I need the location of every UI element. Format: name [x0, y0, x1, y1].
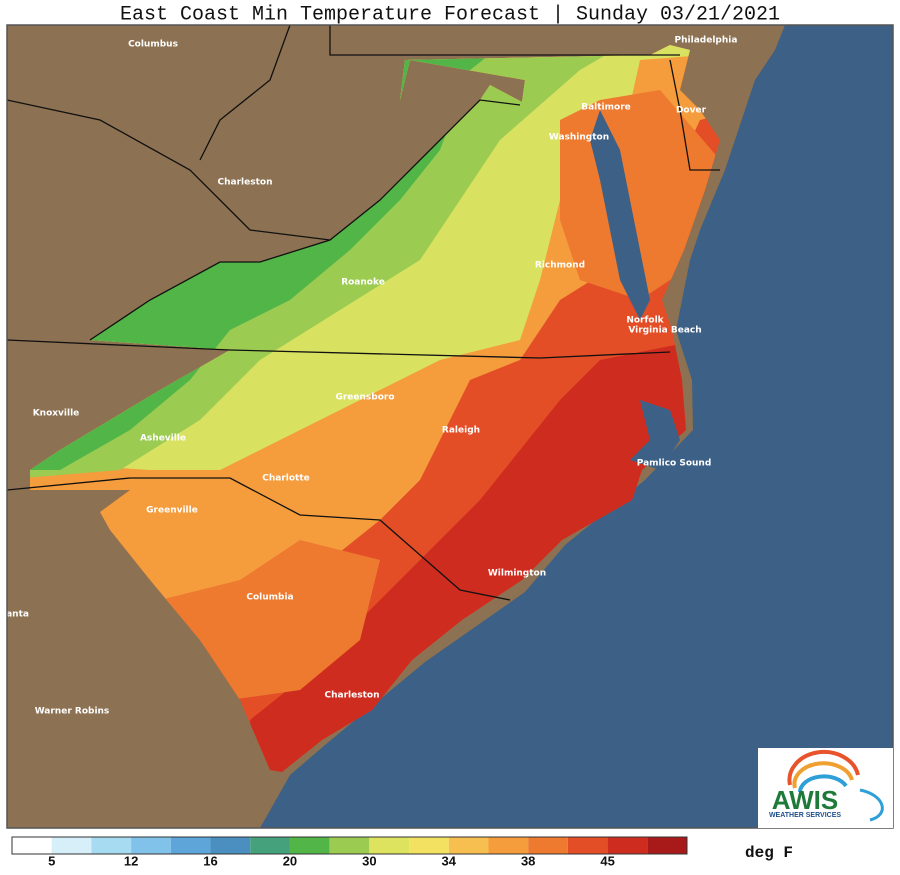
city-label: Greenville	[146, 506, 198, 516]
logo-cloud	[859, 788, 884, 822]
logo-name: AWIS	[772, 785, 838, 815]
legend-swatch	[289, 837, 330, 854]
city-label: Columbia	[246, 593, 293, 603]
legend-swatch	[91, 837, 132, 854]
legend-swatch	[250, 837, 290, 854]
logo-arc	[787, 749, 860, 786]
city-label: Columbus	[128, 40, 178, 50]
city-label: Charlotte	[262, 474, 310, 484]
legend-swatch	[210, 837, 251, 854]
map-title: East Coast Min Temperature Forecast | Su…	[120, 3, 780, 26]
city-label: Pamlico Sound	[637, 459, 712, 469]
city-label: Dover	[676, 106, 707, 116]
city-label: Warner Robins	[35, 707, 110, 717]
legend-swatch	[369, 837, 410, 854]
legend-border	[11, 836, 688, 855]
legend-tick-label: 34	[442, 853, 457, 868]
legend-tick-label: 12	[124, 853, 138, 868]
legend-tick-label: 45	[600, 853, 614, 868]
legend-tick-label: 16	[203, 853, 217, 868]
logo-arc	[798, 774, 848, 793]
pamlico-sound	[630, 400, 680, 470]
legend-swatch	[51, 837, 92, 854]
city-label: Raleigh	[442, 426, 480, 436]
city-label: Washington	[549, 133, 609, 143]
legend-swatch	[488, 837, 529, 854]
chesapeake-bay	[590, 110, 650, 320]
legend: 5 12 16 20 30 34 38 45	[11, 836, 688, 868]
city-label: Greensboro	[335, 393, 394, 403]
legend-tick-label: 38	[521, 853, 535, 868]
legend-swatch	[607, 837, 648, 854]
legend-swatch	[409, 837, 449, 854]
legend-swatch	[647, 837, 687, 854]
legend-swatch	[448, 837, 489, 854]
logo-tagline: WEATHER SERVICES	[769, 812, 841, 819]
state-borders	[7, 25, 720, 601]
city-label: Philadelphia	[675, 36, 738, 46]
city-label: Charleston	[325, 691, 380, 701]
legend-swatch	[567, 837, 608, 854]
city-label: Roanoke	[341, 278, 385, 288]
legend-swatch	[12, 837, 52, 854]
legend-unit: deg F	[745, 844, 793, 862]
logo: AWIS WEATHER SERVICES	[758, 748, 893, 828]
city-label: Asheville	[140, 434, 186, 444]
legend-swatch	[528, 837, 568, 854]
city-label: Baltimore	[581, 103, 631, 113]
city-labels: Columbus Charleston Philadelphia Baltimore D…	[3, 36, 738, 717]
legend-swatch	[131, 837, 171, 854]
legend-swatch	[329, 837, 370, 854]
legend-tick-label: 20	[283, 853, 297, 868]
legend-tick-label: 5	[48, 853, 55, 868]
map-frame	[6, 24, 894, 829]
city-label: Charleston	[218, 178, 273, 188]
legend-tick-label: 30	[362, 853, 376, 868]
legend-swatch	[170, 837, 211, 854]
city-label: Richmond	[535, 261, 585, 271]
logo-arc	[792, 761, 854, 789]
city-label: Knoxville	[33, 409, 80, 419]
city-label: Norfolk	[626, 316, 664, 326]
city-label: Virginia Beach	[628, 326, 701, 336]
city-label: Wilmington	[488, 569, 546, 579]
city-label: lanta	[3, 610, 29, 620]
